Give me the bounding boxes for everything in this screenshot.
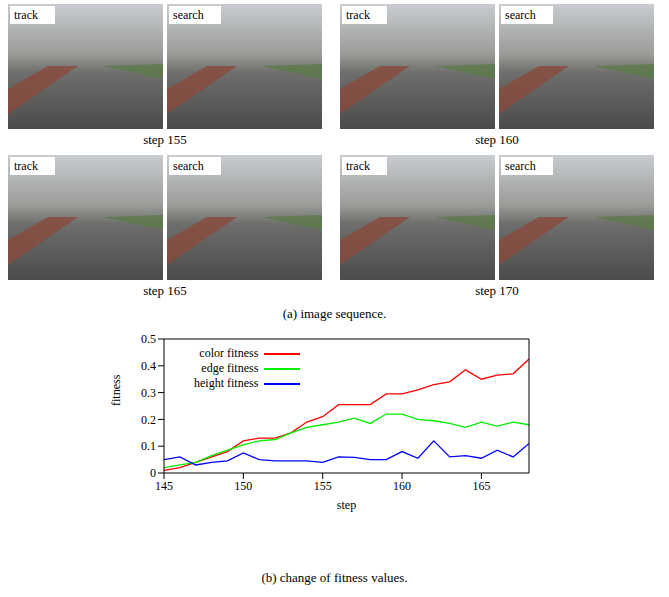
svg-text:search: search: [173, 8, 204, 22]
html-text:step 155: step 155: [143, 132, 187, 147]
svg-text:search: search: [505, 8, 536, 22]
svg-text:0.1: 0.1: [141, 439, 156, 453]
html-text:color fitness: color fitness: [199, 346, 259, 360]
html-text:step 170: step 170: [475, 283, 519, 298]
svg-text:0.4: 0.4: [141, 359, 156, 373]
html-text:step 165: step 165: [143, 283, 187, 298]
svg-text:track: track: [14, 159, 38, 173]
html-text:(b) change of fitness values.: (b) change of fitness values.: [261, 570, 408, 585]
svg-text:fitness: fitness: [110, 374, 123, 406]
html-text:step 160: step 160: [475, 132, 519, 147]
html-text:(a) image sequence.: (a) image sequence.: [282, 306, 387, 321]
svg-text:0: 0: [150, 466, 156, 480]
svg-text:165: 165: [472, 479, 490, 493]
svg-text:step: step: [337, 498, 356, 512]
svg-text:150: 150: [234, 479, 252, 493]
svg-text:160: 160: [393, 479, 411, 493]
svg-text:145: 145: [155, 479, 173, 493]
svg-text:0.2: 0.2: [141, 413, 156, 427]
svg-text:search: search: [505, 159, 536, 173]
svg-text:track: track: [14, 8, 38, 22]
html-text:edge fitness: edge fitness: [201, 361, 259, 375]
svg-text:0.5: 0.5: [141, 332, 156, 346]
svg-text:0.3: 0.3: [141, 386, 156, 400]
svg-text:track: track: [346, 159, 370, 173]
svg-text:155: 155: [314, 479, 332, 493]
svg-text:track: track: [346, 8, 370, 22]
svg-text:search: search: [173, 159, 204, 173]
html-text:height fitness: height fitness: [194, 376, 259, 390]
